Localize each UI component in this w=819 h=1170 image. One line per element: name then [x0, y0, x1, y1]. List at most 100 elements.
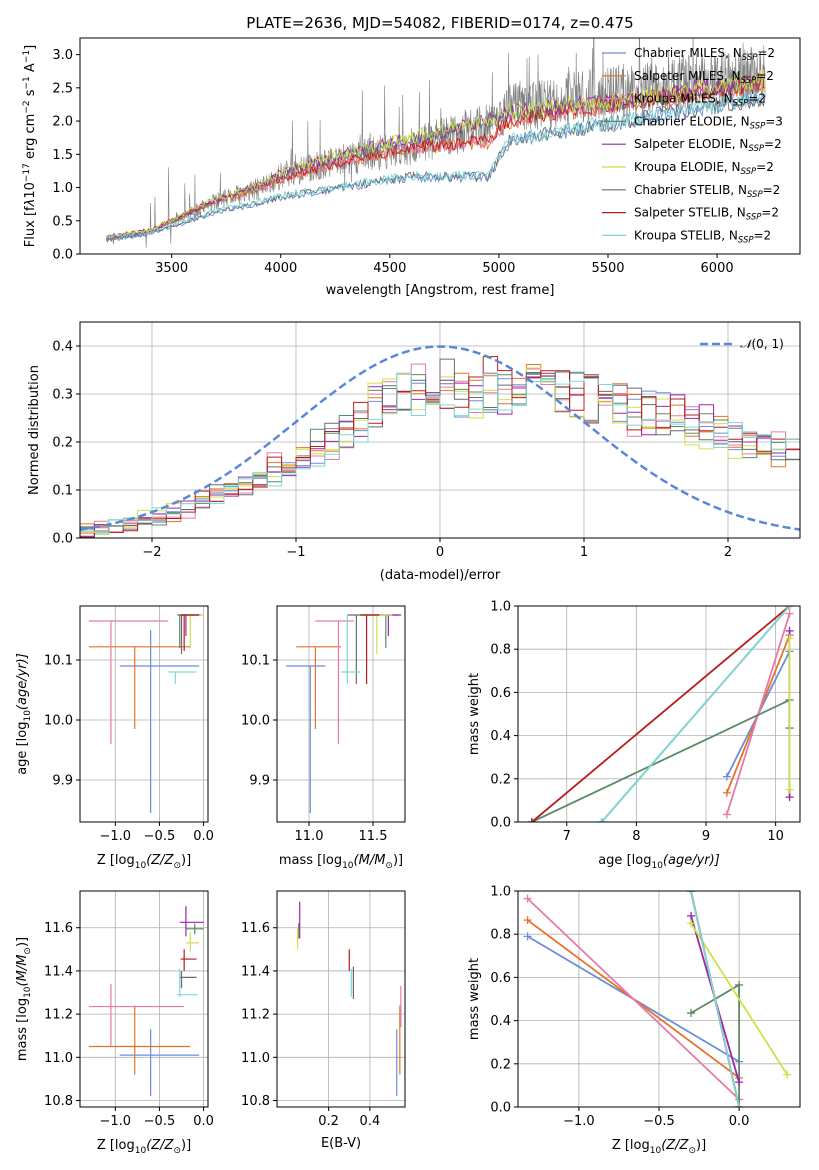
y-tick-label: 0.6: [490, 686, 511, 701]
legend-label: 𝒩(0, 1): [740, 337, 784, 351]
y-tick-label: 1.0: [490, 600, 511, 615]
y-tick-label: 1.5: [52, 148, 73, 163]
x-axis-label: (data-model)/error: [380, 568, 501, 583]
weight-marker: [687, 911, 696, 920]
y-tick-label: 1.0: [490, 885, 511, 900]
weight-line: [690, 922, 788, 1076]
spectrum-plot-area: [105, 38, 766, 248]
y-tick-label: 0.0: [52, 532, 73, 547]
x-tick-label: 1: [580, 545, 588, 560]
legend-label: Kroupa ELODIE, NSSP=2: [634, 160, 774, 177]
age-vs-mass-panel: 11.0 11.5 9.9 10.0 10.1 mass [log10(M/M⊙)]: [241, 605, 406, 871]
y-tick-label: 0.2: [52, 436, 73, 451]
x-axis-label: Z [log10(Z/Z⊙)]: [97, 853, 191, 871]
weight-marker: [785, 606, 794, 610]
y-tick-label: 0.0: [490, 816, 511, 831]
legend-label: Kroupa MILES, NSSP=2: [634, 92, 766, 109]
legend-label: Chabrier STELIB, NSSP=2: [634, 183, 780, 200]
x-tick-label: −0.5: [144, 1114, 176, 1129]
y-tick-label: 3.0: [52, 48, 73, 63]
histogram-series: [80, 372, 800, 533]
x-tick-label: 0.2: [318, 1114, 339, 1129]
weight-marker: [783, 1070, 792, 1079]
x-tick-label: 5500: [591, 261, 624, 276]
y-tick-label: 11.0: [241, 1051, 270, 1066]
x-tick-label: 4000: [264, 261, 297, 276]
y-tick-label: 0.4: [490, 1014, 511, 1029]
weight-marker: [785, 626, 794, 635]
x-axis-label: mass [log10(M/M⊙)]: [279, 853, 403, 871]
x-axis-label: age [log10(age/yr)]: [598, 853, 720, 871]
y-tick-label: 11.6: [44, 921, 73, 936]
y-tick-label: 0.8: [490, 643, 511, 658]
x-tick-label: 5000: [482, 261, 515, 276]
weight-marker: [735, 1078, 744, 1087]
axes-frame: [276, 605, 406, 823]
y-tick-label: 2.5: [52, 81, 73, 96]
y-tick-label: 0.0: [52, 248, 73, 263]
y-tick-label: 0.2: [490, 772, 511, 787]
weight-marker: [785, 609, 794, 618]
y-tick-label: 10.1: [241, 654, 270, 669]
weight-marker: [735, 1103, 744, 1107]
weight-marker: [722, 810, 731, 819]
x-tick-label: −0.5: [643, 1114, 675, 1129]
x-tick-label: −1.0: [563, 1114, 595, 1129]
weight-vs-Z-plot-area: [523, 891, 792, 1107]
x-tick-label: −1.0: [100, 829, 132, 844]
x-tick-label: −1.0: [100, 1114, 132, 1129]
y-tick-label: 11.4: [241, 964, 270, 979]
y-tick-label: 11.2: [44, 1008, 73, 1023]
y-tick-label: 0.8: [490, 928, 511, 943]
weight-marker: [785, 634, 794, 643]
weight-marker: [687, 891, 696, 895]
x-tick-label: 6000: [701, 261, 734, 276]
y-tick-label: 10.0: [44, 714, 73, 729]
weight-marker: [785, 785, 794, 794]
x-tick-label: 0: [436, 545, 444, 560]
y-tick-label: 11.0: [44, 1051, 73, 1066]
x-tick-label: 0.4: [360, 1114, 381, 1129]
y-tick-label: 0.1: [52, 484, 73, 499]
weight-line: [600, 606, 791, 822]
weight-line: [531, 606, 791, 822]
y-axis-label: mass weight: [467, 958, 482, 1040]
y-tick-label: 11.4: [44, 964, 73, 979]
y-axis-label: age [log10(age/yr)]: [15, 653, 33, 775]
y-tick-label: 9.9: [52, 774, 73, 789]
residuals-panel: −2 −1 0 1 2 0.0 0.1 0.2 0.3 0.4 (data-model)/error…: [27, 321, 801, 583]
weight-marker: [722, 788, 731, 797]
x-tick-label: −0.5: [144, 829, 176, 844]
mass-vs-Z-plot-area: [88, 906, 204, 1097]
weight-marker: [785, 793, 794, 802]
residuals-plot-area: [80, 345, 800, 538]
model-spectrum-line: [106, 89, 766, 239]
axes-frame: [79, 605, 209, 823]
legend-label: Salpeter ELODIE, NSSP=2: [634, 137, 782, 154]
y-tick-label: 0.4: [490, 729, 511, 744]
y-tick-label: 2.0: [52, 115, 73, 130]
x-tick-label: 11.5: [359, 829, 388, 844]
x-tick-label: 0.0: [193, 1114, 214, 1129]
weight-vs-age-plot-area: [527, 606, 794, 822]
y-tick-label: 10.1: [44, 654, 73, 669]
y-tick-label: 0.2: [490, 1057, 511, 1072]
mass-vs-ebv-plot-area: [297, 901, 402, 1097]
axes-frame: [79, 37, 801, 255]
weight-vs-Z-panel: −1.0 −0.5 0.0 0.0 0.2 0.4 0.6 0.8 1.0 mass weight…: [467, 885, 801, 1156]
x-tick-label: −1: [286, 545, 305, 560]
y-tick-label: 0.5: [52, 214, 73, 229]
y-tick-label: 1.0: [52, 181, 73, 196]
y-tick-label: 0.4: [52, 340, 73, 355]
axes-frame: [517, 605, 801, 823]
y-axis-label: Normed distribution: [27, 365, 42, 495]
mass-vs-ebv-panel: 0.2 0.4 10.8 11.0 11.2 11.4 11.6 E(B-V): [241, 890, 406, 1151]
x-tick-label: 0.0: [193, 829, 214, 844]
x-axis-label: Z [log10(Z/Z⊙)]: [612, 1138, 706, 1156]
y-tick-label: 10.0: [241, 714, 270, 729]
axes-frame: [276, 890, 406, 1108]
figure-title: PLATE=2636, MJD=54082, FIBERID=0174, z=0…: [246, 14, 633, 32]
weight-marker: [523, 916, 532, 925]
x-tick-label: 11.0: [295, 829, 324, 844]
